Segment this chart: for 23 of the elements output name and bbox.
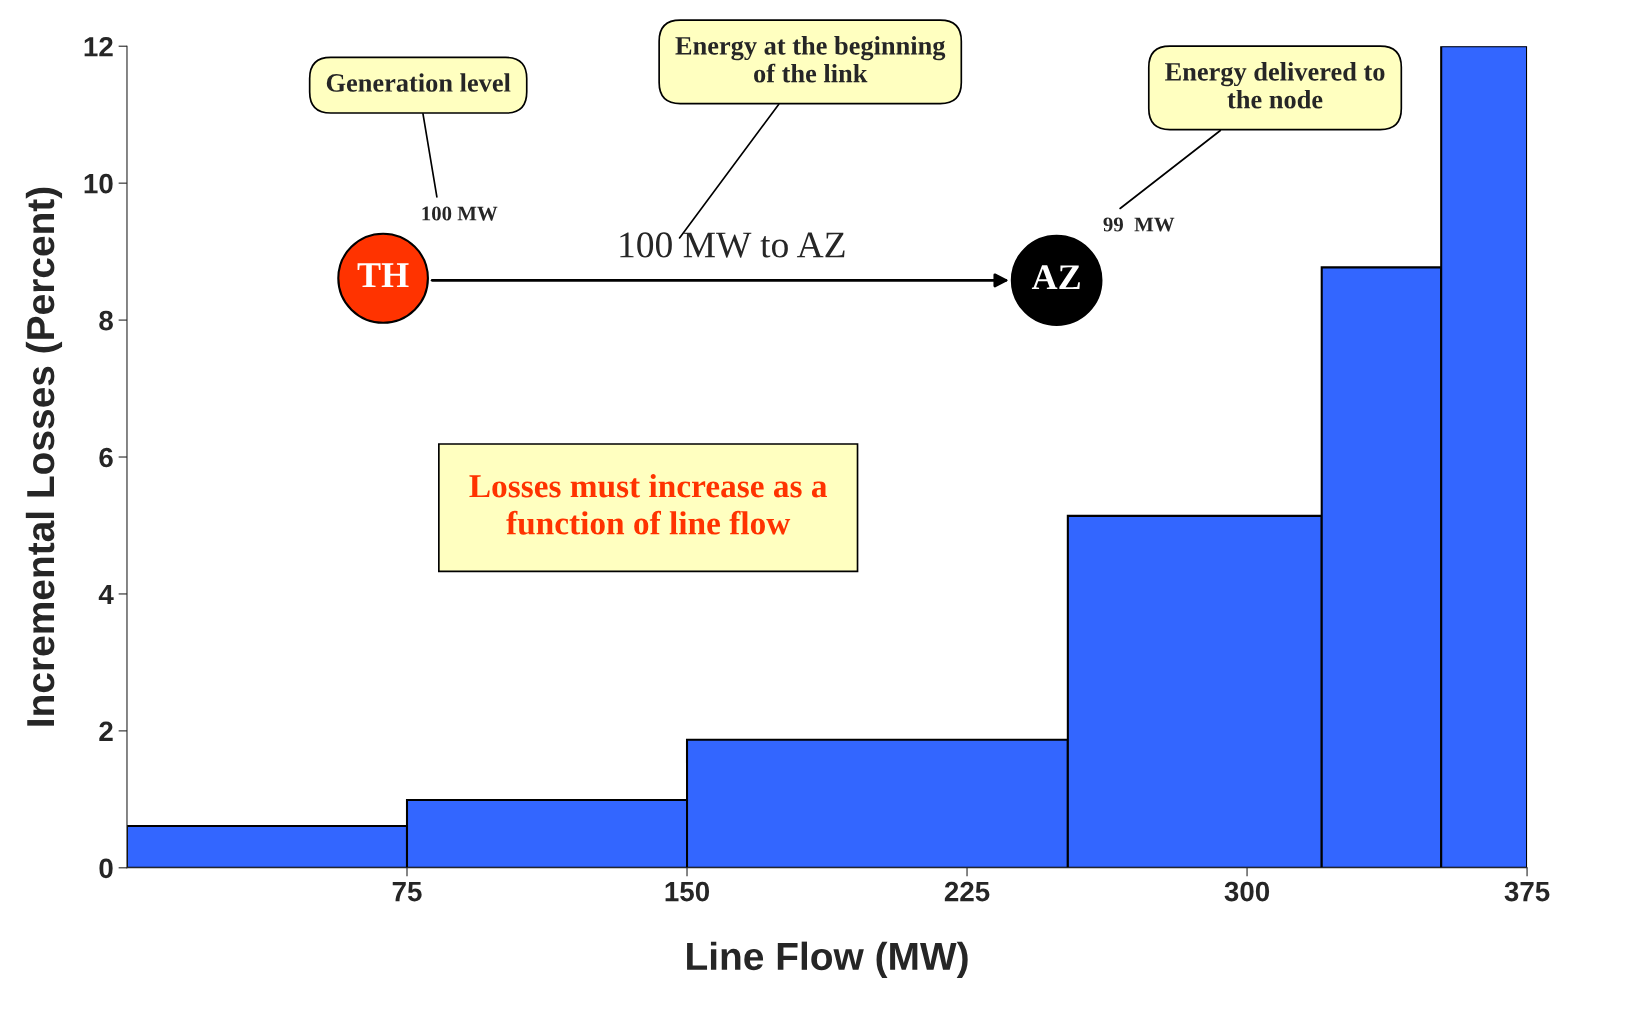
x-tick-label: 150: [665, 881, 710, 902]
y-tick-label: 0: [99, 858, 113, 879]
y-axis-title: Incremental Losses (Percent): [25, 187, 63, 726]
y-tick-label: 8: [99, 310, 113, 331]
x-tick-label: 375: [1504, 881, 1550, 902]
y-tick-label: 10: [84, 173, 113, 194]
x-tick-label: 225: [944, 881, 990, 902]
y-tick-label: 2: [99, 721, 113, 741]
annotation: Energy at the beginning of the link: [675, 36, 946, 83]
annotation: Losses must increase as a function of line flow: [469, 473, 827, 535]
annotation: 99 MW: [1103, 217, 1175, 232]
x-tick-label: 75: [392, 882, 422, 902]
x-axis-title: Line Flow (MW): [687, 941, 968, 978]
annotation: 100 MW: [422, 206, 498, 221]
y-tick-label: 6: [99, 447, 113, 468]
annotation: Energy delivered to the node: [1165, 62, 1385, 109]
x-tick-label: 300: [1224, 881, 1270, 902]
y-tick-label: 12: [84, 36, 113, 57]
annotation: TH: [357, 263, 409, 287]
annotation: Generation level: [326, 73, 511, 92]
annotation: 100 MW to AZ: [620, 232, 845, 258]
y-tick-label: 4: [98, 584, 114, 605]
annotation: AZ: [1031, 265, 1080, 290]
